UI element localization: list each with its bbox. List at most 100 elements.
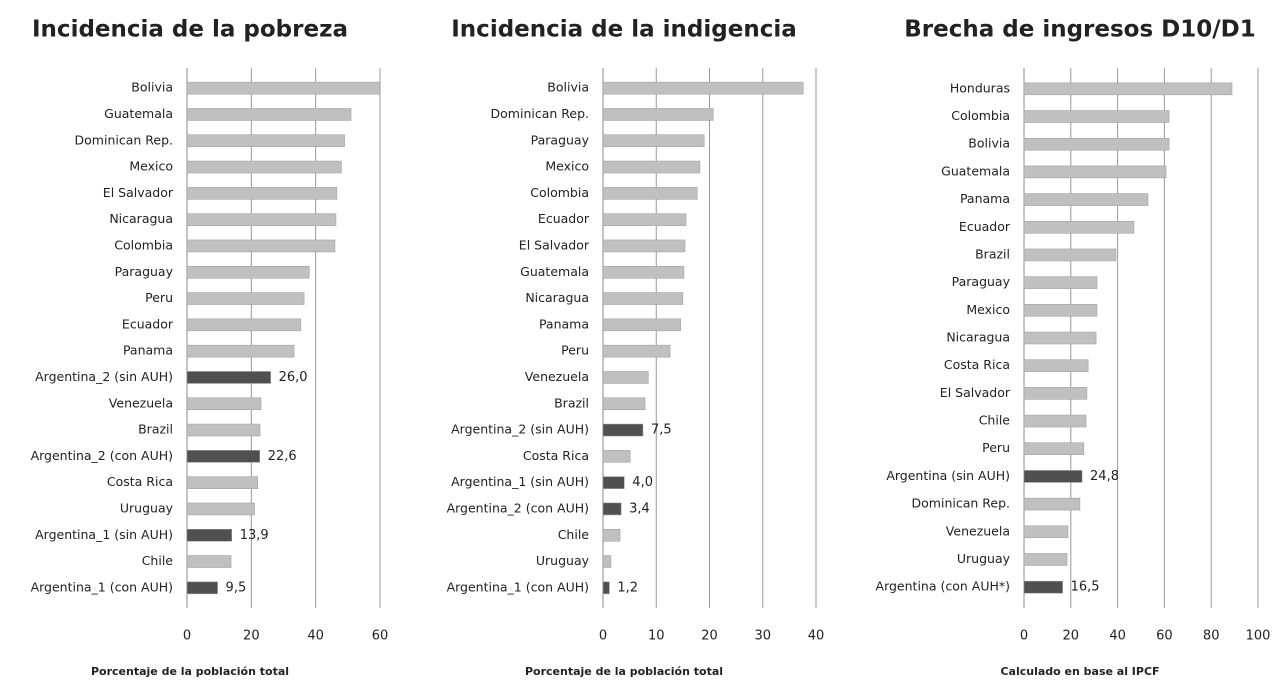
category-label: Venezuela — [525, 369, 589, 384]
value-label: 16,5 — [1071, 580, 1100, 595]
category-label: Panama — [123, 343, 173, 358]
category-label: Peru — [561, 343, 589, 358]
bar — [186, 371, 271, 384]
bar — [1023, 110, 1170, 123]
bar — [1023, 387, 1088, 400]
bar — [602, 292, 684, 305]
category-label: Venezuela — [109, 395, 173, 410]
bar — [1023, 193, 1149, 206]
x-tick-label: 60 — [372, 629, 389, 644]
category-label: Panama — [960, 191, 1010, 206]
x-axis-label: Calculado en base al IPCF — [1000, 665, 1159, 678]
category-label: Argentina_2 (sin AUH) — [35, 369, 173, 384]
category-label: Argentina (con AUH*) — [876, 579, 1010, 594]
bar — [602, 81, 804, 95]
bar — [186, 318, 302, 332]
category-label: Colombia — [951, 108, 1010, 123]
bar — [602, 423, 644, 437]
bar — [186, 213, 337, 226]
bar — [186, 344, 295, 358]
bar — [186, 502, 255, 516]
category-label: Guatemala — [104, 106, 173, 121]
x-tick-label: 40 — [808, 629, 825, 644]
x-tick-label: 10 — [648, 629, 665, 644]
chart-title: Incidencia de la indigencia — [451, 17, 797, 43]
category-label: Argentina_1 (sin AUH) — [451, 474, 589, 489]
bar — [602, 213, 687, 226]
category-label: Nicaragua — [946, 330, 1010, 345]
x-axis-label: Porcentaje de la población total — [91, 665, 289, 678]
bar — [1023, 497, 1081, 511]
category-label: Ecuador — [538, 211, 590, 226]
x-tick-label: 100 — [1246, 629, 1271, 644]
x-tick-label: 40 — [1109, 629, 1126, 644]
category-label: El Salvador — [940, 385, 1011, 400]
value-label: 1,2 — [617, 580, 638, 595]
category-label: Guatemala — [941, 163, 1010, 178]
x-tick-label: 80 — [1203, 629, 1220, 644]
bar — [186, 529, 232, 542]
bar — [186, 108, 352, 121]
bar — [602, 450, 631, 463]
category-label: Ecuador — [122, 316, 174, 331]
bar — [1023, 276, 1098, 289]
chart-title: Incidencia de la pobreza — [32, 17, 348, 43]
bar — [186, 581, 218, 595]
category-label: El Salvador — [103, 185, 174, 200]
value-label: 26,0 — [279, 370, 308, 385]
bar — [602, 134, 705, 147]
x-tick-label: 20 — [701, 629, 718, 644]
bar — [186, 397, 262, 410]
bar — [1023, 553, 1068, 566]
category-label: Dominican Rep. — [75, 132, 173, 147]
category-label: Panama — [539, 316, 589, 331]
bar — [1023, 331, 1097, 345]
bar — [602, 397, 646, 410]
value-label: 4,0 — [632, 475, 653, 490]
bar — [1023, 304, 1098, 317]
category-label: Bolivia — [968, 136, 1010, 151]
bar — [1023, 580, 1063, 594]
bar — [1023, 470, 1083, 483]
bar — [602, 108, 714, 121]
category-label: Argentina_2 (con AUH) — [447, 500, 589, 515]
bar — [602, 502, 622, 516]
category-label: Chile — [558, 527, 590, 542]
bar — [186, 450, 260, 463]
bar — [1023, 414, 1087, 428]
category-label: Chile — [142, 553, 174, 568]
category-label: Brazil — [975, 246, 1010, 261]
category-label: Argentina_1 (con AUH) — [31, 579, 173, 594]
category-label: Mexico — [966, 302, 1010, 317]
bar — [186, 134, 345, 147]
value-label: 7,5 — [651, 423, 672, 438]
bar — [186, 476, 259, 489]
bar — [186, 160, 342, 174]
category-label: Dominican Rep. — [912, 496, 1010, 511]
bar — [1023, 525, 1069, 539]
category-label: Argentina_2 (con AUH) — [31, 448, 173, 463]
category-label: Brazil — [138, 422, 173, 437]
x-tick-label: 0 — [183, 629, 191, 644]
category-label: Uruguay — [120, 500, 174, 515]
category-label: Argentina_2 (sin AUH) — [451, 422, 589, 437]
x-axis-label: Porcentaje de la población total — [525, 665, 723, 678]
bar — [602, 318, 681, 332]
x-tick-label: 30 — [754, 629, 771, 644]
category-label: Paraguay — [115, 264, 174, 279]
bar — [602, 344, 671, 358]
category-label: Uruguay — [536, 553, 590, 568]
bar — [602, 266, 685, 279]
x-tick-label: 60 — [1156, 629, 1173, 644]
category-label: Mexico — [545, 159, 589, 174]
bar — [186, 555, 232, 568]
x-tick-label: 40 — [307, 629, 324, 644]
category-label: Nicaragua — [525, 290, 589, 305]
x-tick-label: 0 — [1020, 629, 1028, 644]
bar — [1023, 359, 1089, 372]
bar — [602, 160, 701, 174]
value-label: 9,5 — [226, 580, 247, 595]
category-label: Honduras — [950, 80, 1010, 95]
bar — [602, 555, 612, 568]
bar — [1023, 165, 1167, 179]
